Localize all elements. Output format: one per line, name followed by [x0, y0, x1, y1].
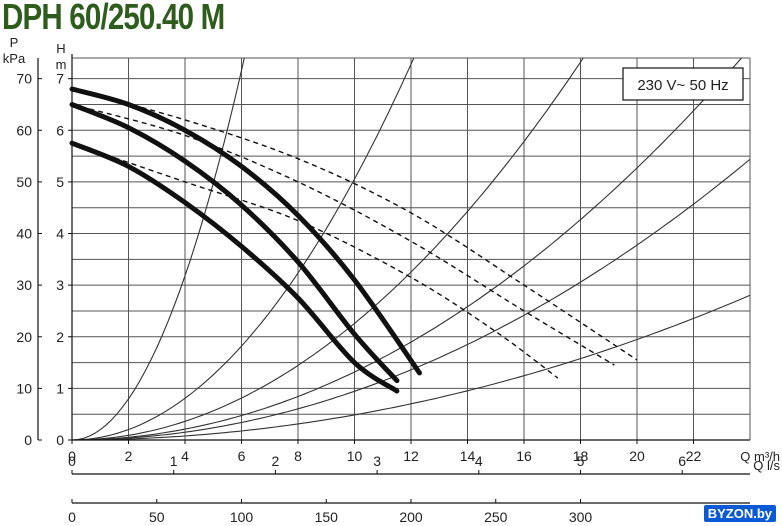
pump-curve-2	[69, 102, 400, 384]
lmin-tick-label: 50	[149, 509, 165, 525]
ls-tick-label: 2	[272, 453, 280, 469]
pump-curve-3	[69, 86, 422, 376]
kpa-tick-label: 60	[16, 122, 32, 138]
system-curve	[72, 57, 584, 441]
kpa-tick-label: 70	[16, 71, 32, 87]
kpa-axis-label: P	[10, 35, 19, 50]
pump-curves	[69, 86, 638, 394]
system-curve	[71, 57, 245, 441]
kpa-tick-label: 30	[16, 277, 32, 293]
watermark: BYZON.by	[703, 505, 776, 522]
lmin-tick-label: 100	[230, 509, 254, 525]
x-tick-label: 4	[181, 448, 189, 464]
system-curve	[71, 57, 415, 441]
y-tick-label: 6	[56, 122, 64, 138]
voltage-label: 230 V~ 50 Hz	[637, 77, 728, 94]
voltage-box	[622, 67, 744, 101]
y-tick-label: 0	[56, 432, 64, 448]
lmin-tick-label: 150	[315, 509, 339, 525]
kpa-tick-label: 50	[16, 174, 32, 190]
x-tick-label: 2	[125, 448, 133, 464]
dashed-curve-4	[71, 142, 559, 379]
x-tick-label: 12	[403, 448, 419, 464]
kpa-tick-label: 20	[16, 329, 32, 345]
lmin-tick-label: 300	[569, 509, 593, 525]
kpa-unit-label: kPa	[3, 51, 26, 66]
y-tick-label: 5	[56, 174, 64, 190]
dashed-curve-5	[71, 103, 615, 366]
ls-tick-label: 0	[68, 453, 76, 469]
m-unit-label: m	[56, 57, 67, 72]
kpa-tick-label: 40	[16, 226, 32, 242]
system-curve	[72, 57, 742, 441]
ls-tick-label: 5	[577, 453, 585, 469]
x-tick-label: 10	[347, 448, 363, 464]
ls-tick-label: 4	[475, 453, 483, 469]
system-curve	[72, 294, 751, 441]
x-tick-label: 0	[68, 448, 76, 464]
lmin-tick-label: 250	[484, 509, 508, 525]
axes	[37, 54, 750, 504]
x-tick-label: 6	[238, 448, 246, 464]
kpa-tick-label: 0	[24, 432, 32, 448]
pump-curve-1	[69, 140, 400, 394]
x-tick-label: 16	[516, 448, 532, 464]
system-curves	[71, 57, 751, 441]
ls-tick-label: 6	[678, 453, 686, 469]
m-axis-label: H	[56, 41, 65, 56]
dashed-curve-6	[71, 88, 638, 361]
x-tick-label: 18	[573, 448, 589, 464]
x-axis-label: Q m³/h	[740, 449, 780, 464]
y-tick-label: 1	[56, 380, 64, 396]
lmin-tick-label: 200	[399, 509, 423, 525]
chart-title: DPH 60/250.40 M	[2, 0, 225, 37]
y-tick-label: 4	[56, 226, 64, 242]
x-tick-label: 22	[686, 448, 702, 464]
kpa-tick-label: 10	[16, 380, 32, 396]
ls-axis-label: Q l/s	[753, 458, 780, 473]
y-tick-label: 3	[56, 277, 64, 293]
lmin-tick-label: 0	[68, 509, 76, 525]
y-tick-label: 2	[56, 329, 64, 345]
y-tick-label: 7	[56, 71, 64, 87]
ls-tick-label: 1	[170, 453, 178, 469]
x-tick-label: 14	[460, 448, 476, 464]
grid-lines	[71, 57, 751, 441]
system-curve	[72, 158, 751, 441]
ls-tick-label: 3	[373, 453, 381, 469]
x-tick-label: 20	[629, 448, 645, 464]
x-tick-label: 8	[294, 448, 302, 464]
